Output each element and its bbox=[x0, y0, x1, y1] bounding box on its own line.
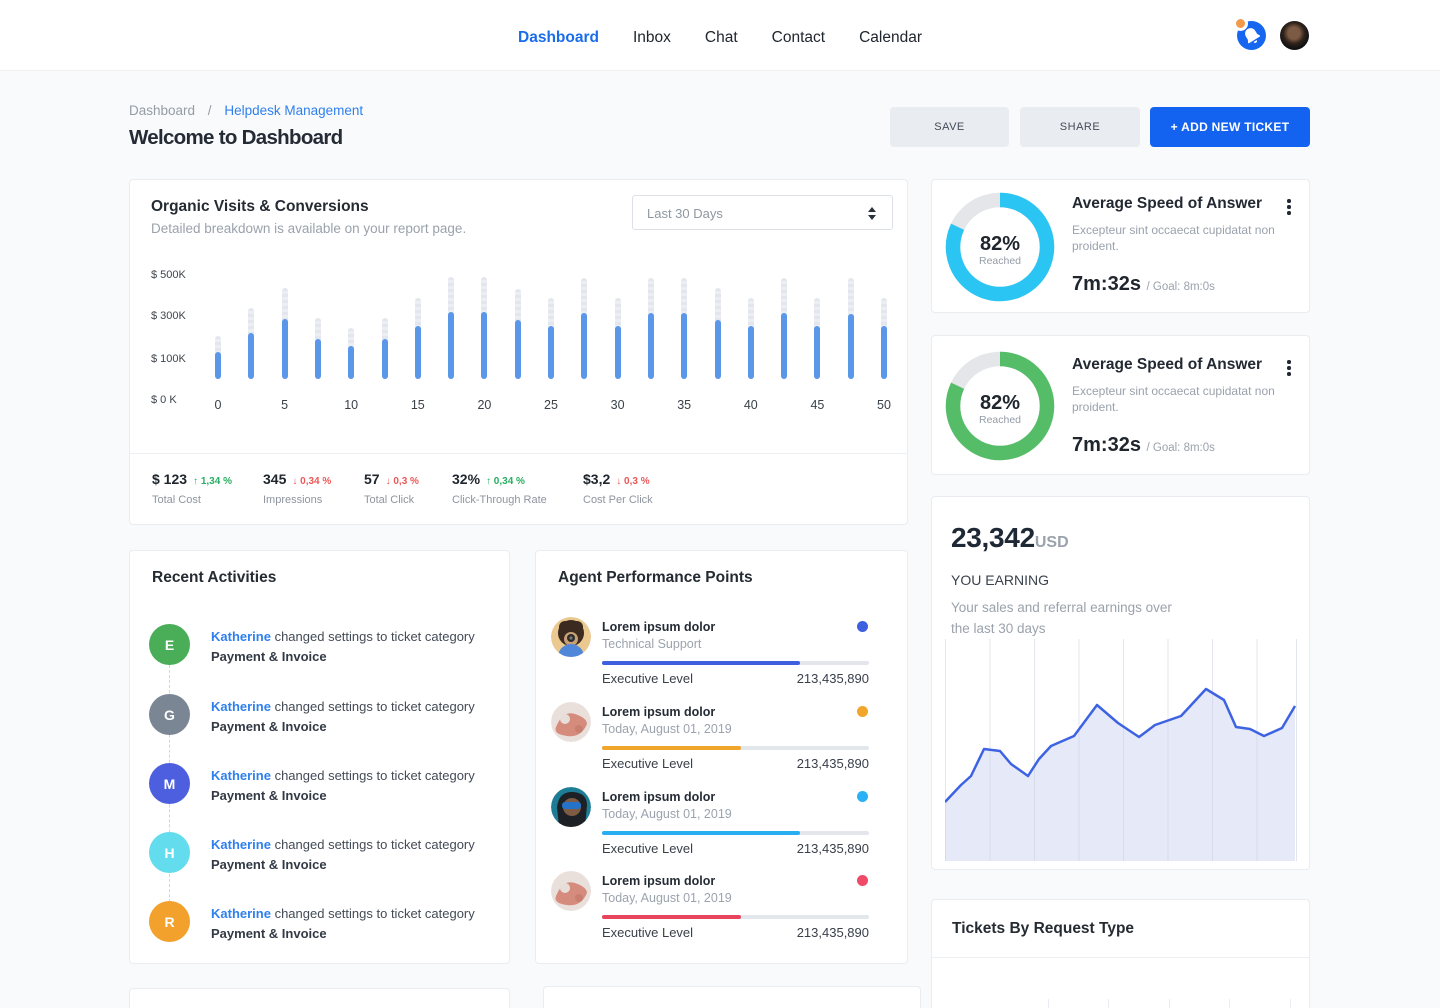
svg-text:82%: 82% bbox=[980, 233, 1020, 255]
svg-text:Reached: Reached bbox=[979, 255, 1021, 267]
svg-text:Reached: Reached bbox=[979, 414, 1021, 426]
svg-text:82%: 82% bbox=[980, 392, 1020, 414]
